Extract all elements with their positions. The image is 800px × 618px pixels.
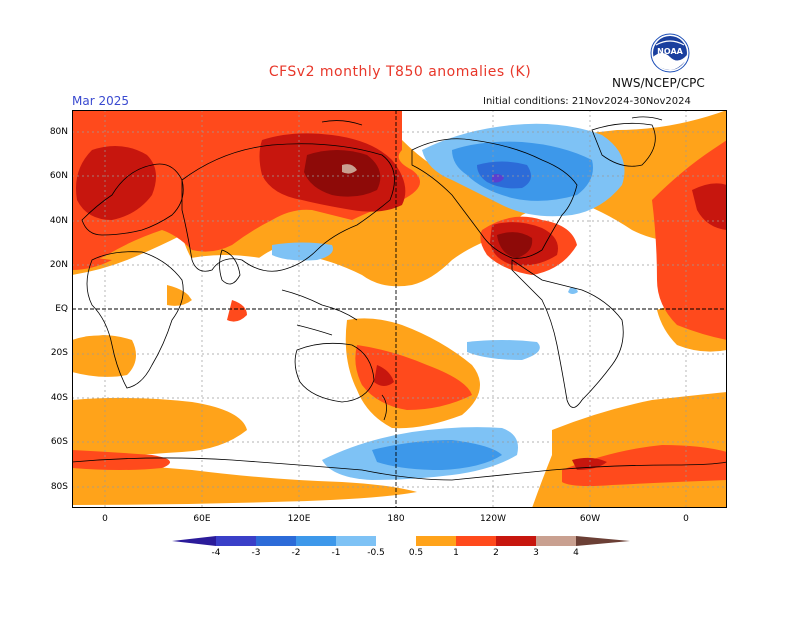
lon-label: 60W (579, 514, 601, 524)
anomaly-dark-red-layer (304, 150, 533, 258)
lon-label: 180 (387, 514, 405, 524)
noaa-logo-icon: NOAA (650, 33, 690, 73)
colorbar-swatch (536, 536, 576, 546)
agency-label: NWS/NCEP/CPC (612, 76, 705, 90)
lon-label: 0 (683, 514, 689, 524)
lat-label: 40N (49, 216, 68, 226)
coastlines (72, 116, 727, 481)
colorbar-label: -4 (211, 548, 221, 558)
anomaly-blue-layer (272, 123, 625, 480)
equator-dateline (72, 110, 727, 508)
colorbar-label: 0.5 (408, 548, 424, 558)
lat-label: 80S (50, 482, 68, 492)
colorbar-swatch (456, 536, 496, 546)
colorbar-label: -1 (331, 548, 341, 558)
lat-label: 80N (49, 127, 68, 137)
colorbar-low-arrow (172, 536, 216, 546)
map-frame (72, 110, 727, 508)
graticule (72, 110, 727, 508)
map-title: CFSv2 monthly T850 anomalies (K) (268, 64, 532, 80)
lat-label: 60S (50, 437, 68, 447)
lat-label: 20S (50, 348, 68, 358)
colorbar-label: -3 (251, 548, 261, 558)
anomaly-map (72, 110, 727, 508)
colorbar-swatch (336, 536, 376, 546)
colorbar-label: 1 (453, 548, 459, 558)
logo-text: NOAA (657, 47, 683, 56)
lat-label: 60N (49, 171, 68, 181)
colorbar-swatch (216, 536, 256, 546)
colorbar-high-arrow (576, 536, 630, 546)
colorbar-swatch (416, 536, 456, 546)
lat-label: 40S (50, 393, 68, 403)
colorbar-swatch (296, 536, 336, 546)
lon-label: 0 (102, 514, 108, 524)
initial-conditions: Initial conditions: 21Nov2024-30Nov2024 (483, 96, 691, 107)
lon-label: 120W (479, 514, 507, 524)
colorbar-label: 3 (533, 548, 539, 558)
lon-label: 60E (193, 514, 211, 524)
colorbar (172, 536, 630, 546)
colorbar-swatch (256, 536, 296, 546)
colorbar-swatch (496, 536, 536, 546)
colorbar-label: 2 (493, 548, 499, 558)
colorbar-label: -2 (291, 548, 301, 558)
lon-label: 120E (287, 514, 311, 524)
forecast-month: Mar 2025 (72, 94, 129, 108)
colorbar-label: -0.5 (367, 548, 385, 558)
lat-label: 20N (49, 260, 68, 270)
lat-label: EQ (55, 304, 68, 314)
colorbar-swatch (376, 536, 416, 546)
anomaly-brown-spot (342, 164, 357, 174)
colorbar-label: 4 (573, 548, 579, 558)
